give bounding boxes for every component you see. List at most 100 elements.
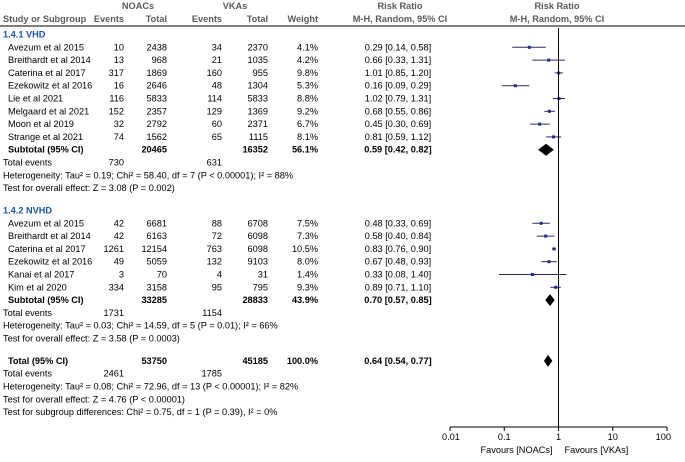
x-tick-label: 100 bbox=[656, 432, 671, 442]
study-name: Melgaard et al 2021 bbox=[8, 106, 89, 116]
cell-t1: 20465 bbox=[141, 145, 167, 155]
cell-t2: 6708 bbox=[248, 218, 268, 228]
study-name: Ezekowitz et al 2016 bbox=[8, 257, 92, 267]
total-events-noacs: 1731 bbox=[104, 308, 124, 318]
favours-vkas-label: Favours [VKAs] bbox=[565, 445, 629, 455]
cell-e1: 74 bbox=[114, 132, 124, 142]
cell-e2: 60 bbox=[212, 119, 222, 129]
total-events-label: Total events bbox=[3, 369, 52, 379]
total-events-label: Total events bbox=[3, 308, 52, 318]
effect-marker bbox=[539, 221, 543, 225]
cell-w: 4.2% bbox=[297, 55, 318, 65]
cell-t1: 70 bbox=[157, 270, 167, 280]
study-ci-text: 0.29 [0.14, 0.58] bbox=[365, 42, 431, 52]
study-ci-text: 0.67 [0.48, 0.93] bbox=[365, 257, 431, 267]
study-name: Caterina et al 2017 bbox=[8, 244, 86, 254]
study-name: Strange et al 2021 bbox=[8, 132, 83, 142]
study-header: Study or Subgroup bbox=[3, 14, 87, 24]
effect-marker bbox=[527, 45, 531, 49]
cell-e1: 334 bbox=[109, 282, 124, 292]
cell-w: 9.8% bbox=[297, 68, 318, 78]
cell-e2: 95 bbox=[212, 282, 222, 292]
cell-t2: 5833 bbox=[248, 94, 268, 104]
cell-e1: 1261 bbox=[104, 244, 124, 254]
rr-column-title: Risk Ratio bbox=[378, 1, 423, 11]
cell-w: 7.5% bbox=[297, 218, 318, 228]
cell-e1: 10 bbox=[114, 42, 124, 52]
effect-marker bbox=[547, 58, 551, 62]
cell-t2: 2370 bbox=[248, 42, 268, 52]
cell-t1: 12154 bbox=[141, 244, 167, 254]
study-ci-text: 0.89 [0.71, 1.10] bbox=[365, 282, 431, 292]
cell-t1: 1562 bbox=[147, 132, 167, 142]
effect-marker bbox=[530, 273, 534, 276]
study-ci-text: 0.48 [0.33, 0.69] bbox=[365, 218, 431, 228]
effect-marker bbox=[547, 260, 551, 264]
cell-w: 5.3% bbox=[297, 81, 318, 91]
cell-e2: 65 bbox=[212, 132, 222, 142]
cell-t1: 3158 bbox=[147, 282, 167, 292]
rr-plot-method: M-H, Random, 95% CI bbox=[510, 14, 604, 24]
study-ci-text: 0.66 [0.33, 1.31] bbox=[365, 55, 431, 65]
cell-e1: 3 bbox=[119, 270, 124, 280]
cell-w: 7.3% bbox=[297, 231, 318, 241]
cell-w: 6.7% bbox=[297, 119, 318, 129]
rr-plot-title: Risk Ratio bbox=[535, 1, 580, 11]
subgroup-title: 1.4.2 NVHD bbox=[3, 206, 52, 216]
cell-t1: 968 bbox=[152, 55, 167, 65]
heterogeneity-text: Heterogeneity: Tau² = 0.03; Chi² = 14.59… bbox=[3, 321, 278, 331]
cell-t1: 2438 bbox=[147, 42, 167, 52]
x-tick-label: 10 bbox=[608, 432, 618, 442]
heterogeneity-text: Heterogeneity: Tau² = 0.08; Chi² = 72.96… bbox=[3, 382, 298, 392]
cell-t1: 1869 bbox=[147, 68, 167, 78]
cell-t1: 5833 bbox=[147, 94, 167, 104]
cell-t2: 1369 bbox=[248, 106, 268, 116]
cell-t2: 955 bbox=[253, 68, 268, 78]
cell-w: 10.5% bbox=[292, 244, 318, 254]
cell-t2: 6098 bbox=[248, 244, 268, 254]
subtotal-label: Subtotal (95% CI) bbox=[8, 295, 84, 305]
study-name: Ezekowitz et al 2016 bbox=[8, 81, 92, 91]
cell-t2: 9103 bbox=[248, 257, 268, 267]
study-name: Moon et al 2019 bbox=[8, 119, 74, 129]
vkas-total-header: Total bbox=[247, 14, 268, 24]
effect-marker bbox=[552, 247, 556, 251]
study-name: Lie et al 2021 bbox=[8, 94, 63, 104]
cell-w: 8.0% bbox=[297, 257, 318, 267]
study-ci-text: 0.45 [0.30, 0.69] bbox=[365, 119, 431, 129]
cell-w: 9.3% bbox=[297, 282, 318, 292]
cell-e2: 88 bbox=[212, 218, 222, 228]
favours-noacs-label: Favours [NOACs] bbox=[481, 445, 553, 455]
cell-e1: 16 bbox=[114, 81, 124, 91]
cell-t1: 2646 bbox=[147, 81, 167, 91]
total-events-vkas: 631 bbox=[207, 158, 222, 168]
overall-effect-text: Test for overall effect: Z = 3.08 (P = 0… bbox=[3, 183, 175, 193]
total-weight: 100.0% bbox=[287, 356, 318, 366]
study-ci-text: 0.83 [0.76, 0.90] bbox=[365, 244, 431, 254]
effect-marker bbox=[547, 109, 551, 113]
subtotal-label: Subtotal (95% CI) bbox=[8, 145, 84, 155]
cell-w: 4.1% bbox=[297, 42, 318, 52]
cell-t2: 1304 bbox=[248, 81, 268, 91]
cell-e1: 317 bbox=[109, 68, 124, 78]
total-vkas: 45185 bbox=[242, 356, 268, 366]
subtotal-ci-text: 0.70 [0.57, 0.85] bbox=[364, 295, 431, 305]
cell-t2: 2371 bbox=[248, 119, 268, 129]
cell-t1: 33285 bbox=[141, 295, 167, 305]
cell-e2: 160 bbox=[207, 68, 222, 78]
noacs-total-header: Total bbox=[146, 14, 167, 24]
study-ci-text: 0.16 [0.09, 0.29] bbox=[365, 81, 431, 91]
x-tick-label: 0.1 bbox=[498, 432, 511, 442]
vkas-header: VKAs bbox=[223, 1, 248, 11]
cell-t1: 5059 bbox=[147, 257, 167, 267]
cell-e2: 34 bbox=[212, 42, 222, 52]
cell-t1: 6681 bbox=[147, 218, 167, 228]
cell-e1: 152 bbox=[109, 106, 124, 116]
cell-t2: 1115 bbox=[249, 132, 268, 142]
cell-e1: 49 bbox=[114, 257, 124, 267]
study-name: Breithardt et al 2014 bbox=[8, 231, 91, 241]
effect-marker bbox=[554, 285, 558, 289]
total-events-noacs: 730 bbox=[109, 158, 124, 168]
x-axis: 0.01 0.1 1 10 100 Favours [NOACs] Favours [VKA… bbox=[442, 28, 671, 455]
